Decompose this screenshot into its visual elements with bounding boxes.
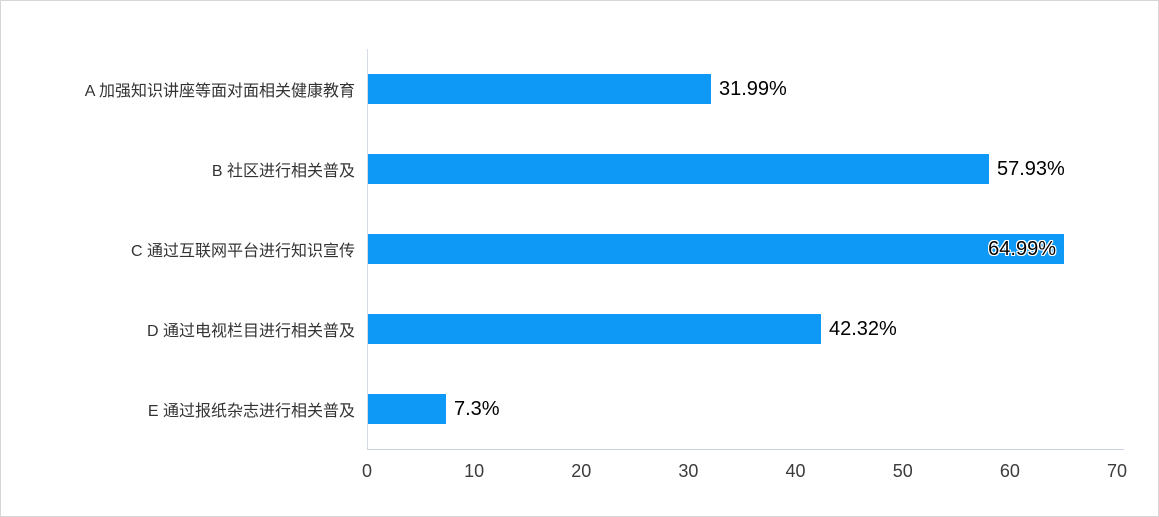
x-tick-label: 0 <box>361 461 373 481</box>
category-label: C 通过互联网平台进行知识宣传 <box>130 243 355 260</box>
bar-value-label: 64.99% <box>988 237 1056 260</box>
x-tick-label: 10 <box>464 461 485 481</box>
category-label: E 通过报纸杂志进行相关普及 <box>147 403 355 420</box>
bar-value-label: 7.3% <box>454 397 500 420</box>
x-tick-label: 70 <box>1106 461 1128 481</box>
bar-value-label: 57.93% <box>997 157 1065 180</box>
category-label: D 通过电视栏目进行相关普及 <box>146 323 355 340</box>
bar-value-label: 42.32% <box>829 317 897 340</box>
bar <box>368 154 989 184</box>
bar <box>368 394 446 424</box>
bar-value-label: 31.99% <box>719 77 787 100</box>
x-tick-label: 20 <box>571 461 592 481</box>
x-axis-line <box>367 449 1124 450</box>
x-tick-label: 50 <box>892 461 913 481</box>
x-tick-label: 40 <box>785 461 806 481</box>
bar <box>368 74 711 104</box>
x-tick-label: 30 <box>678 461 699 481</box>
x-tick-label: 60 <box>999 461 1020 481</box>
category-label: A 加强知识讲座等面对面相关健康教育 <box>84 83 355 100</box>
bar <box>368 314 821 344</box>
category-label: B 社区进行相关普及 <box>211 163 355 180</box>
bar <box>368 234 1064 264</box>
y-axis-line <box>367 49 368 450</box>
